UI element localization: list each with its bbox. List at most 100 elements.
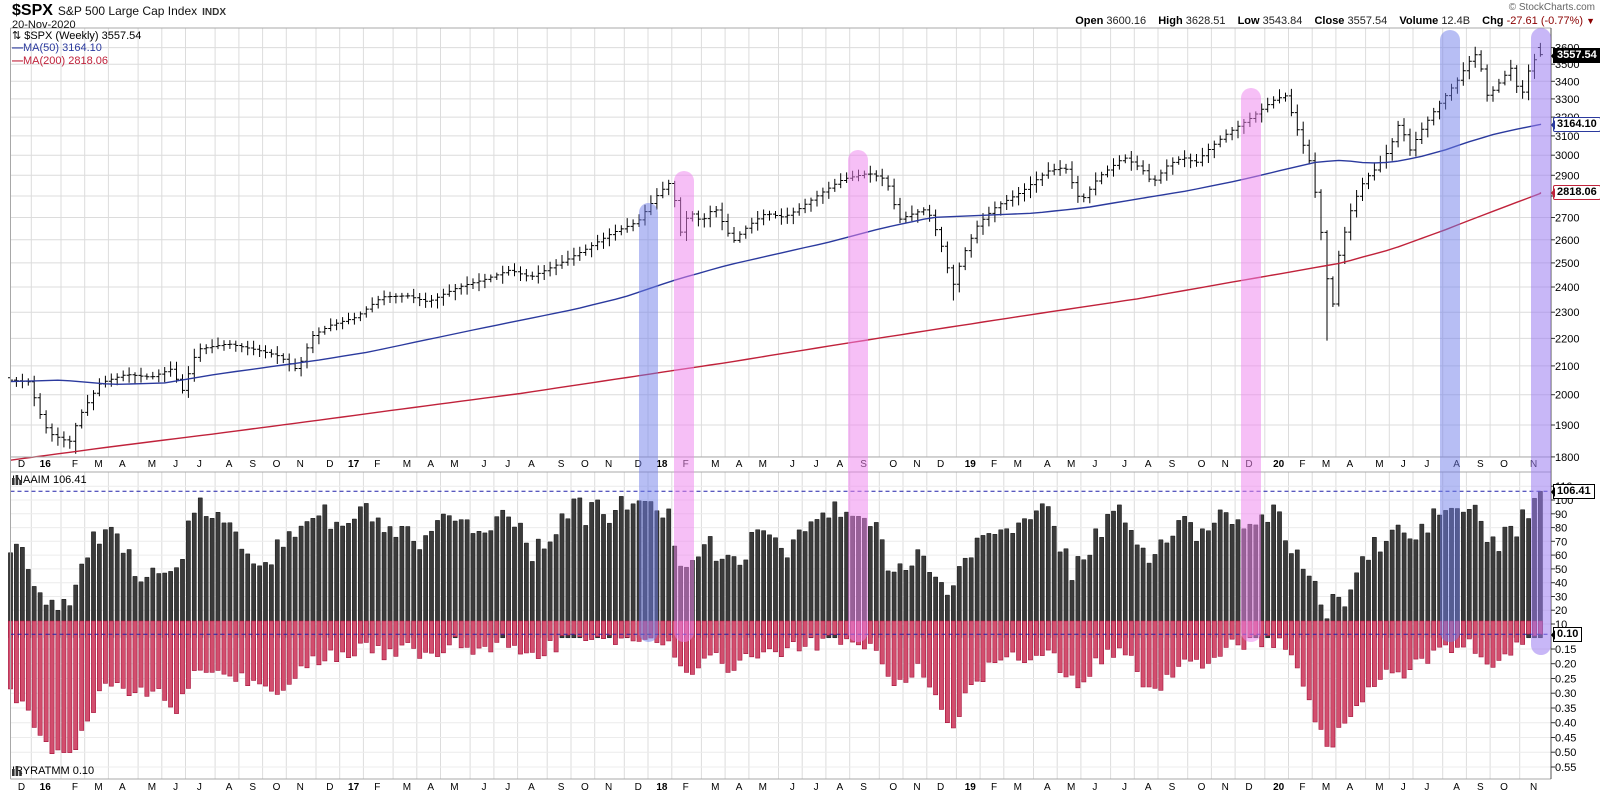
svg-text:A: A (528, 459, 535, 470)
svg-text:M: M (450, 782, 458, 793)
svg-text:2400: 2400 (1555, 282, 1579, 294)
svg-text:0.45: 0.45 (1555, 732, 1576, 744)
svg-text:D: D (937, 782, 944, 793)
svg-text:40: 40 (1555, 578, 1567, 590)
chevron-down-icon[interactable]: ▼ (1586, 16, 1595, 26)
svg-text:3300: 3300 (1555, 94, 1579, 106)
svg-text:M: M (759, 782, 767, 793)
svg-text:M: M (403, 782, 411, 793)
svg-text:19: 19 (965, 782, 977, 793)
svg-text:80: 80 (1555, 523, 1567, 535)
symbol: $SPX (12, 2, 53, 19)
svg-text:F: F (72, 459, 78, 470)
svg-text:J: J (173, 782, 178, 793)
svg-text:O: O (581, 782, 589, 793)
naaim-legend: !NAAIM 106.41 (12, 474, 87, 486)
copyright: © StockCharts.com (1508, 2, 1595, 13)
svg-text:19: 19 (965, 459, 977, 470)
svg-text:D: D (635, 459, 642, 470)
ma50-value-tag: 3164.10 (1551, 117, 1600, 132)
svg-text:D: D (1245, 459, 1252, 470)
svg-text:0.35: 0.35 (1555, 703, 1576, 715)
svg-text:0.40: 0.40 (1555, 718, 1576, 730)
svg-text:D: D (18, 459, 25, 470)
svg-text:O: O (1500, 782, 1508, 793)
svg-text:A: A (1453, 459, 1460, 470)
svg-text:N: N (913, 782, 920, 793)
svg-text:J: J (197, 459, 202, 470)
svg-text:M: M (450, 459, 458, 470)
svg-text:J: J (1092, 459, 1097, 470)
svg-text:M: M (148, 459, 156, 470)
svg-text:0.25: 0.25 (1555, 673, 1576, 685)
svg-text:3100: 3100 (1555, 131, 1579, 143)
ryratmm-legend: !RYRATMM 0.10 (12, 765, 94, 777)
ma200-line (10, 192, 1542, 461)
svg-text:17: 17 (348, 459, 360, 470)
close-value: 3557.54 (1347, 15, 1388, 27)
svg-text:D: D (1245, 782, 1252, 793)
high-label: High (1158, 15, 1183, 27)
svg-text:D: D (635, 782, 642, 793)
svg-text:A: A (226, 459, 233, 470)
svg-text:J: J (482, 782, 487, 793)
svg-text:A: A (427, 782, 434, 793)
chart-date: 20-Nov-2020 (12, 19, 76, 31)
svg-text:N: N (297, 782, 304, 793)
index-name: S&P 500 Large Cap Index (57, 4, 198, 18)
svg-text:2100: 2100 (1555, 361, 1579, 373)
svg-text:J: J (482, 459, 487, 470)
svg-text:O: O (889, 459, 897, 470)
chg-label: Chg (1482, 15, 1504, 27)
histogram-icon (12, 475, 22, 485)
low-value: 3543.84 (1262, 15, 1303, 27)
svg-text:N: N (297, 459, 304, 470)
svg-text:A: A (119, 459, 126, 470)
svg-text:S: S (558, 782, 565, 793)
ohlc-style-icon: ⇅ (12, 30, 22, 42)
ryratmm-legend-text: !RYRATMM 0.10 (12, 765, 95, 777)
svg-text:16: 16 (40, 782, 52, 793)
ma50-legend-text: MA(50) 3164.10 (23, 42, 102, 54)
svg-text:J: J (173, 459, 178, 470)
main-legend: ⇅ $SPX (Weekly) 3557.54 (12, 29, 141, 42)
svg-text:J: J (1424, 782, 1429, 793)
svg-text:M: M (1375, 782, 1383, 793)
svg-text:O: O (581, 459, 589, 470)
svg-text:M: M (711, 459, 719, 470)
svg-text:A: A (1346, 459, 1353, 470)
low-label: Low (1237, 15, 1260, 27)
last-price-tag: 3557.54 (1551, 48, 1600, 63)
svg-text:M: M (1375, 459, 1383, 470)
svg-text:20: 20 (1273, 782, 1285, 793)
svg-text:O: O (1198, 459, 1206, 470)
svg-text:50: 50 (1555, 564, 1567, 576)
svg-text:M: M (711, 782, 719, 793)
svg-text:M: M (1322, 459, 1330, 470)
ma200-legend-text: MA(200) 2818.06 (23, 55, 108, 67)
svg-text:18: 18 (656, 459, 668, 470)
svg-text:J: J (505, 459, 510, 470)
chart-header: $SPX S&P 500 Large Cap Index INDX (12, 2, 226, 20)
svg-text:J: J (197, 782, 202, 793)
svg-text:30: 30 (1555, 591, 1567, 603)
svg-text:A: A (226, 782, 233, 793)
svg-text:O: O (889, 782, 897, 793)
svg-text:S: S (1477, 459, 1484, 470)
svg-text:A: A (1145, 782, 1152, 793)
svg-text:J: J (1122, 459, 1127, 470)
ryratmm-value-tag: 0.10 (1551, 627, 1583, 642)
svg-text:0.50: 0.50 (1555, 747, 1576, 759)
svg-text:J: J (814, 782, 819, 793)
exchange-label: INDX (202, 7, 227, 18)
svg-text:J: J (1401, 459, 1406, 470)
svg-text:J: J (1401, 782, 1406, 793)
chg-value: -27.61 (-0.77%) (1506, 15, 1584, 27)
svg-text:F: F (991, 782, 997, 793)
svg-text:D: D (937, 459, 944, 470)
svg-text:2600: 2600 (1555, 235, 1579, 247)
svg-text:20: 20 (1273, 459, 1285, 470)
svg-text:3000: 3000 (1555, 150, 1579, 162)
svg-text:3400: 3400 (1555, 76, 1579, 88)
